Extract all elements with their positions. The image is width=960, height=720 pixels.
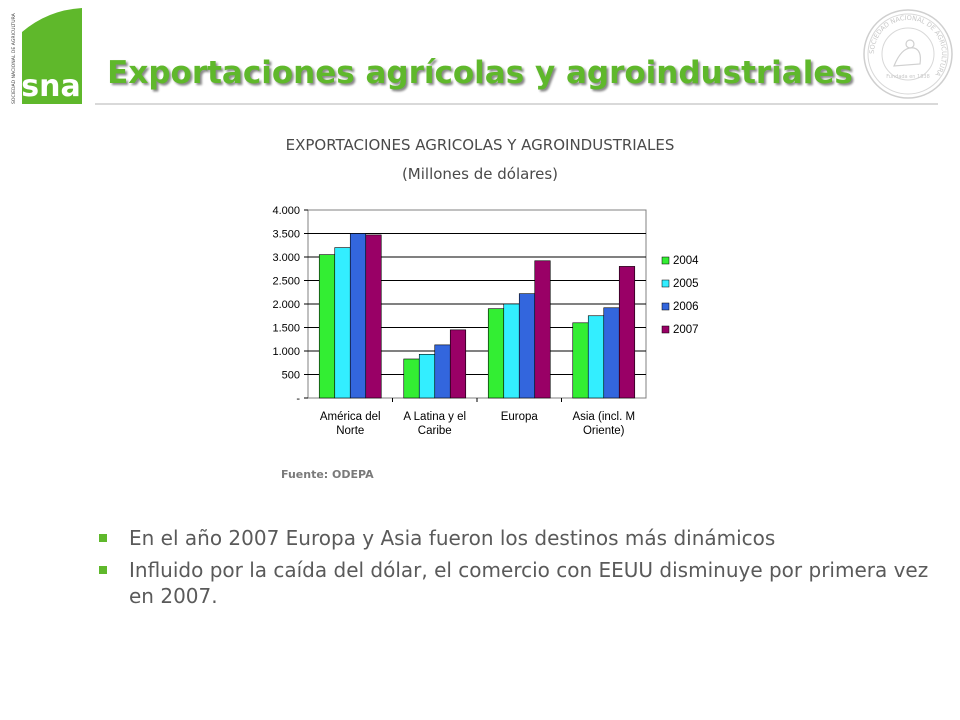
bullet-text: Influido por la caída del dólar, el come…	[129, 558, 929, 608]
slide-title: Exportaciones agrícolas y agroindustrial…	[107, 55, 853, 91]
bar-2006	[349, 233, 367, 399]
legend-label: 2005	[673, 278, 699, 290]
legend-label: 2006	[673, 301, 699, 313]
bar-2005	[503, 303, 520, 399]
bullet-square-icon	[99, 534, 107, 542]
bar-2004	[403, 358, 420, 399]
bar-chart: - 500 1.000 1.500 2.000 2.500 3.000 3.500 4.000 A…	[272, 205, 699, 437]
x-tick-label: Asia (incl. M	[572, 411, 635, 423]
bar-2004	[487, 308, 505, 399]
bar-2006	[434, 344, 451, 399]
bar-2007	[534, 260, 551, 399]
bar-2005	[334, 247, 351, 399]
logo-text: sna	[21, 69, 80, 104]
chart-subtitle: (Millones de dólares)	[401, 165, 559, 183]
bar-2004	[318, 254, 336, 399]
bullet-list: En el año 2007 Europa y Asia fueron los …	[95, 525, 935, 615]
y-tick-label: 1.000	[272, 346, 300, 358]
legend-swatch	[661, 302, 670, 311]
x-tick-label: Oriente)	[583, 425, 625, 437]
chart-title: EXPORTACIONES AGRICOLAS Y AGROINDUSTRIAL…	[285, 136, 675, 154]
bar-2007	[618, 266, 636, 399]
legend-label: 2004	[673, 255, 699, 267]
bar-2007	[449, 329, 467, 399]
x-tick-label: Caribe	[418, 425, 452, 437]
bar-2007	[365, 234, 382, 399]
y-tick-label: 1.500	[272, 323, 300, 335]
bullet-text: En el año 2007 Europa y Asia fueron los …	[129, 526, 776, 550]
bullet-square-icon	[99, 566, 107, 574]
bar-2006	[518, 293, 536, 399]
logo-vertical-text: SOCIEDAD NACIONAL DE AGRICULTURA	[11, 12, 17, 104]
source-note: Fuente: ODEPA	[281, 468, 374, 481]
y-tick-label: 4.000	[272, 205, 300, 217]
x-tick-label: América del	[320, 411, 381, 423]
x-tick-label: Norte	[336, 425, 364, 437]
legend-swatch	[661, 256, 670, 265]
y-tick-label: -	[296, 393, 300, 405]
x-tick-label: A Latina y el	[403, 411, 466, 423]
bullet-item: En el año 2007 Europa y Asia fueron los …	[95, 525, 935, 551]
title-divider	[95, 103, 938, 105]
sna-seal-icon: SOCIEDAD NACIONAL DE AGRICULTURA Fundada…	[863, 9, 953, 99]
y-tick-label: 3.500	[272, 229, 300, 241]
bar-2005	[418, 353, 436, 399]
legend-swatch	[661, 325, 670, 334]
bullet-item: Influido por la caída del dólar, el come…	[95, 557, 935, 609]
y-tick-label: 500	[282, 370, 300, 382]
y-tick-label: 2.000	[272, 299, 300, 311]
legend-label: 2007	[673, 324, 699, 336]
x-tick-label: Europa	[501, 411, 539, 423]
seal-sub-text: Fundada en 1838	[886, 74, 930, 80]
bar-2006	[603, 307, 620, 399]
y-tick-label: 3.000	[272, 252, 300, 264]
legend-swatch	[661, 279, 670, 288]
y-tick-label: 2.500	[272, 276, 300, 288]
bar-2004	[572, 322, 589, 399]
sna-logo: sna SOCIEDAD NACIONAL DE AGRICULTURA	[11, 8, 82, 104]
bar-2005	[587, 315, 605, 399]
